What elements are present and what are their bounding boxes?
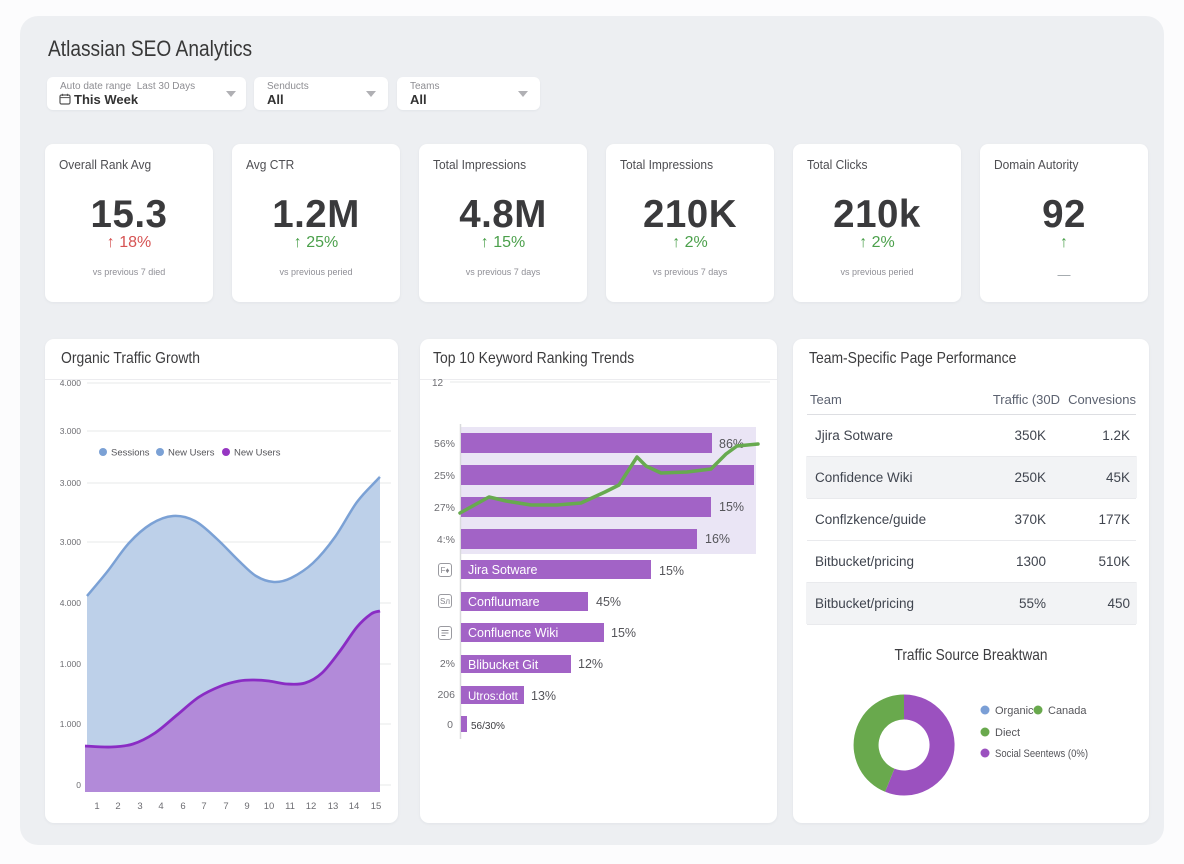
svg-text:10: 10 (264, 801, 275, 812)
svg-text:Confluence Wiki: Confluence Wiki (468, 626, 558, 640)
svg-text:350K: 350K (1014, 428, 1046, 443)
svg-text:Jjira Sotware: Jjira Sotware (815, 428, 893, 443)
svg-text:F♦: F♦ (441, 566, 450, 575)
svg-text:206: 206 (437, 689, 455, 701)
svg-text:Utros:dott: Utros:dott (468, 691, 519, 703)
svg-text:Team: Team (810, 392, 842, 407)
svg-text:4:%: 4:% (437, 534, 455, 546)
svg-text:15: 15 (371, 801, 382, 812)
svg-text:1: 1 (94, 801, 99, 812)
svg-text:250K: 250K (1014, 470, 1046, 485)
svg-text:3.000: 3.000 (60, 537, 82, 547)
svg-text:56%: 56% (434, 438, 455, 450)
svg-text:27%: 27% (434, 502, 455, 514)
svg-text:0: 0 (447, 719, 453, 731)
svg-text:Confidence Wiki: Confidence Wiki (815, 470, 913, 485)
svg-text:9: 9 (244, 801, 249, 812)
svg-text:Sessions: Sessions (111, 448, 150, 459)
svg-text:Traffic (30D: Traffic (30D (993, 392, 1060, 407)
svg-text:0: 0 (76, 780, 81, 790)
svg-text:15%: 15% (659, 564, 684, 578)
svg-text:New Users: New Users (234, 448, 281, 459)
svg-text:Confluumare: Confluumare (468, 595, 540, 609)
svg-text:15%: 15% (719, 500, 744, 514)
svg-text:56/30%: 56/30% (471, 721, 505, 732)
svg-text:Bitbucket/pricing: Bitbucket/pricing (815, 596, 914, 611)
svg-text:2: 2 (115, 801, 120, 812)
svg-text:Sл: Sл (440, 597, 450, 606)
svg-text:55%: 55% (1019, 596, 1046, 611)
svg-text:13%: 13% (531, 689, 556, 703)
svg-text:Conflzkence/guide: Conflzkence/guide (815, 512, 926, 527)
svg-text:Social Seentews (0%): Social Seentews (0%) (995, 748, 1088, 760)
svg-text:12: 12 (432, 378, 444, 389)
svg-text:25%: 25% (434, 470, 455, 482)
svg-text:2%: 2% (440, 658, 455, 670)
svg-text:510K: 510K (1098, 554, 1130, 569)
svg-text:16%: 16% (705, 532, 730, 546)
svg-text:45%: 45% (596, 595, 621, 609)
svg-text:Organic: Organic (995, 705, 1034, 717)
svg-text:3.000: 3.000 (60, 426, 82, 436)
svg-text:Canada: Canada (1048, 705, 1087, 717)
svg-text:11: 11 (285, 801, 295, 812)
svg-text:14: 14 (349, 801, 360, 812)
svg-text:1.2K: 1.2K (1102, 428, 1130, 443)
svg-text:Diect: Diect (995, 727, 1020, 739)
svg-text:4.000: 4.000 (60, 598, 82, 608)
svg-text:450: 450 (1107, 596, 1130, 611)
svg-text:1.000: 1.000 (60, 719, 82, 729)
svg-text:4.000: 4.000 (60, 378, 82, 388)
svg-text:12%: 12% (578, 657, 603, 671)
svg-text:12: 12 (306, 801, 317, 812)
svg-text:Traffic Source Breaktwan: Traffic Source Breaktwan (895, 647, 1048, 664)
svg-text:6: 6 (180, 801, 185, 812)
svg-text:New Users: New Users (168, 448, 215, 459)
svg-text:4: 4 (158, 801, 163, 812)
svg-text:7: 7 (201, 801, 206, 812)
svg-text:Jira Sotware: Jira Sotware (468, 563, 538, 577)
svg-text:15%: 15% (611, 626, 636, 640)
svg-text:13: 13 (328, 801, 339, 812)
svg-text:177K: 177K (1098, 512, 1130, 527)
svg-text:7: 7 (223, 801, 228, 812)
svg-text:Blibucket Git: Blibucket Git (468, 658, 539, 672)
svg-text:Bitbucket/pricing: Bitbucket/pricing (815, 554, 914, 569)
svg-text:1.000: 1.000 (60, 659, 82, 669)
svg-text:Convesions: Convesions (1068, 392, 1136, 407)
svg-text:370K: 370K (1014, 512, 1046, 527)
svg-text:3: 3 (137, 801, 142, 812)
svg-text:45K: 45K (1106, 470, 1130, 485)
svg-text:1300: 1300 (1016, 554, 1046, 569)
svg-text:3.000: 3.000 (60, 478, 82, 488)
